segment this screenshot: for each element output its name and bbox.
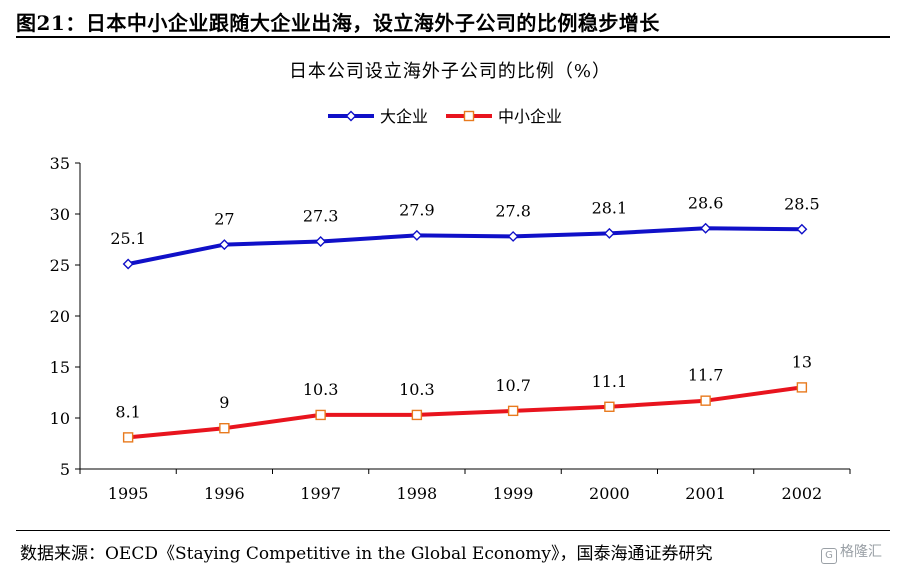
data-point-2	[796, 382, 808, 393]
watermark-logo-icon: G	[821, 548, 837, 564]
legend-marker-1	[345, 110, 357, 122]
x-tick-label: 1996	[204, 484, 245, 503]
y-tick-label: 35	[50, 154, 70, 173]
data-label-2: 11.1	[592, 372, 628, 391]
figure-header: 图21：日本中小企业跟随大企业出海，设立海外子公司的比例稳步增长	[16, 4, 890, 38]
series-line-1	[126, 226, 804, 266]
data-point-1	[411, 229, 423, 241]
figure-footer: 数据来源：OECD《Staying Competitive in the Glo…	[16, 530, 890, 571]
y-tick-label: 10	[50, 409, 70, 428]
data-label-1: 27.8	[495, 201, 531, 220]
y-tick-label: 20	[50, 307, 70, 326]
data-label-1: 28.6	[688, 193, 724, 212]
data-label-2: 10.3	[399, 380, 435, 399]
data-point-1	[796, 223, 808, 235]
y-tick-label: 25	[50, 256, 70, 275]
data-point-2	[604, 401, 615, 412]
data-label-1: 27.3	[303, 207, 339, 226]
data-label-2: 8.1	[115, 402, 140, 421]
figure-title: 图21：日本中小企业跟随大企业出海，设立海外子公司的比例稳步增长	[16, 11, 660, 35]
y-tick-label: 30	[50, 205, 70, 224]
x-tick-label: 1997	[300, 484, 341, 503]
x-tick-label: 2002	[782, 484, 823, 503]
watermark-text: 格隆汇	[840, 544, 882, 560]
data-label-1: 28.5	[784, 194, 820, 213]
y-tick-label: 15	[50, 358, 70, 377]
data-point-2	[700, 395, 711, 406]
data-label-1: 27	[214, 210, 234, 229]
x-tick-label: 1998	[397, 484, 438, 503]
data-label-2: 13	[792, 352, 812, 371]
legend-label-2: 中小企业	[498, 107, 562, 126]
data-label-1: 28.1	[592, 198, 628, 217]
x-tick-label: 1999	[493, 484, 534, 503]
x-tick-label: 2001	[685, 484, 726, 503]
y-tick-label: 5	[60, 460, 70, 479]
data-label-2: 9	[219, 393, 229, 412]
data-label-2: 10.3	[303, 380, 339, 399]
legend-label-1: 大企业	[380, 107, 428, 126]
data-label-1: 27.9	[399, 200, 435, 219]
data-point-2	[507, 405, 519, 417]
data-label-1: 25.1	[110, 229, 146, 248]
data-label-2: 10.7	[495, 376, 531, 395]
data-point-1	[218, 239, 230, 251]
watermark: G 格隆汇	[821, 541, 882, 564]
data-point-2	[411, 409, 423, 421]
series-line-2	[126, 385, 804, 440]
data-point-1	[122, 258, 134, 270]
line-chart: 日本公司设立海外子公司的比例（%） 大企业 中小企业 5 10 15 20 25 30 35 199…	[50, 61, 851, 503]
data-point-2	[219, 423, 230, 434]
x-tick-label: 1995	[108, 484, 149, 503]
source-note: 数据来源：OECD《Staying Competitive in the Glo…	[20, 544, 713, 564]
data-point-1	[700, 222, 712, 234]
data-label-2: 11.7	[688, 366, 724, 385]
chart-title: 日本公司设立海外子公司的比例（%）	[289, 61, 611, 82]
data-point-2	[122, 432, 134, 443]
x-tick-label: 2000	[589, 484, 630, 503]
legend-marker-2	[463, 110, 475, 122]
data-point-2	[315, 409, 326, 421]
data-point-1	[603, 227, 615, 239]
data-point-1	[315, 236, 327, 248]
data-point-1	[507, 230, 519, 242]
